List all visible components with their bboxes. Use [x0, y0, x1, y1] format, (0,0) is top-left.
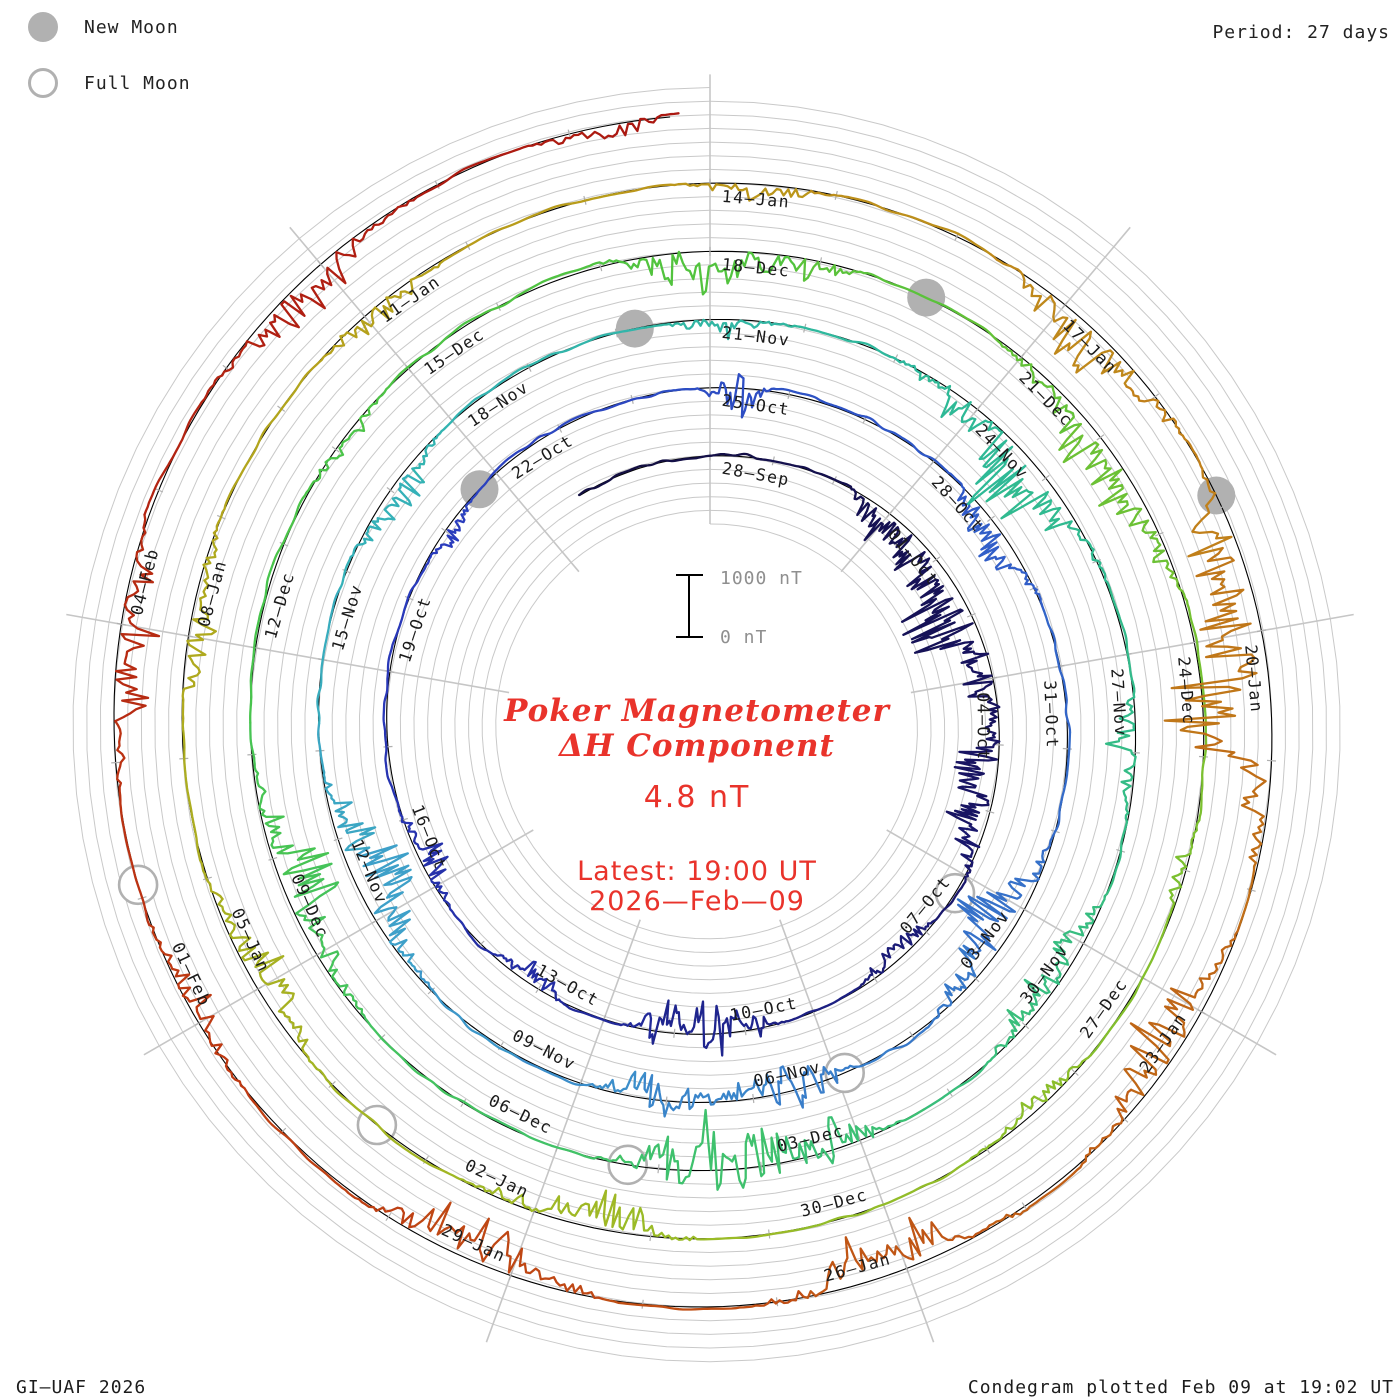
scale-bar-bottom-cap: [676, 636, 703, 638]
date-label: 06—Nov: [752, 1057, 823, 1091]
latest-time: Latest: 19:00 UT: [577, 856, 817, 887]
plot-title-line2: ΔH Component: [559, 728, 835, 764]
quiet-baseline: [113, 116, 1273, 1308]
latest-date: 2026—Feb—09: [589, 886, 805, 917]
date-label: 04—Oct: [974, 692, 993, 761]
center-annotation: Poker Magnetometer ΔH Component 4.8 nT L…: [417, 694, 977, 917]
legend-full-moon: Full Moon: [18, 62, 191, 104]
moon-legend: New Moon Full Moon: [18, 6, 191, 118]
full-moon-label: Full Moon: [84, 72, 191, 94]
magnetometer-trace: [114, 112, 1267, 1311]
full-moon-icon: [28, 68, 58, 98]
date-label: 04—Feb: [127, 546, 163, 617]
date-label: 21—Nov: [721, 323, 791, 350]
legend-new-moon: New Moon: [18, 6, 191, 48]
plot-title-line1: Poker Magnetometer: [504, 693, 890, 729]
date-label: 03—Dec: [775, 1121, 846, 1156]
date-label: 20—Jan: [1241, 644, 1266, 714]
scale-bar-top-cap: [676, 574, 703, 576]
date-label: 01—Feb: [168, 939, 215, 1009]
date-label: 09—Dec: [287, 871, 332, 941]
new-moon-label: New Moon: [84, 16, 179, 38]
scale-bar-bottom-label: 0 nT: [720, 627, 768, 648]
period-label: Period: 27 days: [1212, 22, 1390, 43]
scale-bar: 1000 nT 0 nT: [676, 568, 816, 648]
date-label: 24—Dec: [1174, 656, 1198, 726]
credit-label: GI—UAF 2026: [16, 1377, 147, 1398]
date-label: 31—Oct: [1040, 680, 1062, 749]
new-moon-icon: [28, 12, 58, 42]
date-label: 05—Jan: [228, 905, 274, 975]
current-value: 4.8 nT: [643, 780, 751, 815]
scale-bar-top-label: 1000 nT: [720, 568, 803, 589]
date-label: 27—Nov: [1107, 668, 1130, 738]
plotted-timestamp: Condegram plotted Feb 09 at 19:02 UT: [967, 1377, 1394, 1398]
scale-bar-line: [688, 574, 690, 638]
